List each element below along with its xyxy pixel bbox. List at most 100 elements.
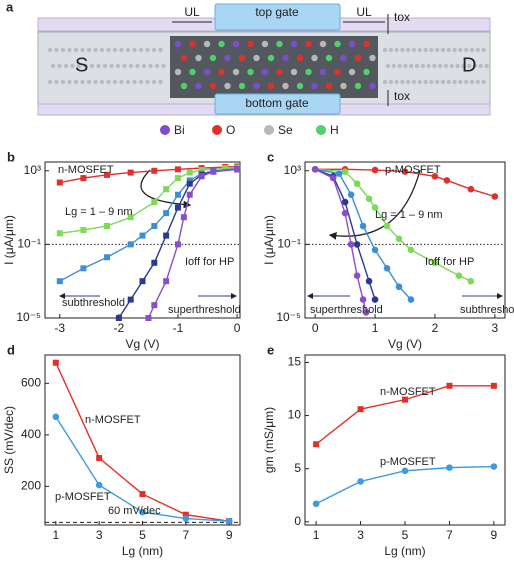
legend-swatch <box>160 125 170 135</box>
atom <box>403 63 408 69</box>
atom <box>319 40 327 48</box>
atom <box>282 82 289 90</box>
atom <box>296 82 304 90</box>
panel-label: c <box>267 149 274 164</box>
atom <box>276 68 283 76</box>
atom <box>363 40 370 48</box>
point <box>359 296 367 303</box>
atom <box>50 63 56 69</box>
point <box>347 191 355 199</box>
x-tick-label: 5 <box>402 528 409 542</box>
atom <box>423 47 428 53</box>
point <box>490 463 498 470</box>
atom <box>340 54 347 62</box>
atom <box>391 63 396 69</box>
atom <box>76 63 82 69</box>
point <box>467 277 475 285</box>
atom <box>96 63 101 69</box>
x-tick-label: 5 <box>139 528 146 542</box>
point <box>362 309 370 316</box>
annotation: p-MOSFET <box>55 491 111 503</box>
y-axis-label: I (μA/μm) <box>2 215 16 265</box>
point <box>353 272 361 279</box>
atom <box>481 47 486 53</box>
point <box>182 515 190 522</box>
atom <box>446 47 451 53</box>
x-tick-label: 0 <box>312 321 319 335</box>
legend-swatch <box>212 125 222 135</box>
atom <box>93 79 98 85</box>
atom <box>363 68 370 76</box>
x-tick-label: 1 <box>313 528 320 542</box>
point <box>80 175 87 182</box>
atom <box>472 63 478 69</box>
device-diagram <box>37 3 491 116</box>
point <box>52 413 60 421</box>
point <box>151 259 158 266</box>
atom <box>438 63 443 69</box>
atom <box>261 68 269 76</box>
annotation: superthreshold <box>310 304 383 316</box>
atom <box>417 47 422 53</box>
legend-label: O <box>226 123 235 137</box>
x-tick-label: 7 <box>446 528 453 542</box>
y-tick-label: 15 <box>288 355 302 369</box>
atom <box>89 63 95 69</box>
atom <box>224 54 231 62</box>
point <box>182 511 189 518</box>
y-tick-label: 400 <box>21 427 41 441</box>
atom <box>443 63 449 69</box>
y-tick-label: 10 <box>288 408 302 422</box>
atom <box>305 68 312 76</box>
annotation: superthreshold <box>168 304 241 316</box>
atom <box>189 40 196 48</box>
point <box>341 198 349 206</box>
atom <box>106 79 111 85</box>
legend-swatch <box>316 125 326 135</box>
atom <box>247 68 254 76</box>
atom <box>455 63 460 69</box>
point <box>127 169 134 176</box>
tox-label: tox <box>394 10 410 24</box>
atom <box>475 47 480 53</box>
point <box>127 214 134 221</box>
atom <box>63 63 69 69</box>
atom <box>141 63 147 69</box>
atom <box>93 47 98 53</box>
atom <box>125 47 131 53</box>
x-tick-label: 3 <box>96 528 103 542</box>
atom <box>411 47 417 53</box>
point <box>151 302 158 309</box>
atom <box>54 79 59 85</box>
point <box>139 508 146 516</box>
gate-label: bottom gate <box>245 96 309 110</box>
point <box>104 171 111 178</box>
atom <box>467 63 472 69</box>
annotation: subthreshold <box>62 297 125 309</box>
point <box>174 191 181 198</box>
point <box>357 406 364 413</box>
atom <box>138 47 144 53</box>
x-tick-label: -3 <box>54 321 65 335</box>
x-tick-label: -1 <box>173 321 184 335</box>
plot-frame <box>44 161 241 319</box>
atom <box>290 40 298 48</box>
atom <box>119 47 124 53</box>
annotation: Lg = 1 – 9 nm <box>375 209 443 221</box>
atom <box>158 79 163 85</box>
point <box>139 278 146 285</box>
channel <box>170 36 378 98</box>
point <box>402 396 408 403</box>
ul-label: UL <box>184 5 200 19</box>
point <box>407 246 415 254</box>
atom <box>60 79 66 85</box>
point <box>151 222 158 229</box>
point <box>311 166 319 173</box>
y-tick-label: 10³ <box>24 163 41 177</box>
point <box>198 173 205 180</box>
point <box>80 265 87 272</box>
atom <box>458 79 463 85</box>
plot-frame <box>304 161 506 319</box>
legend-swatch <box>264 125 274 135</box>
point <box>341 209 349 217</box>
